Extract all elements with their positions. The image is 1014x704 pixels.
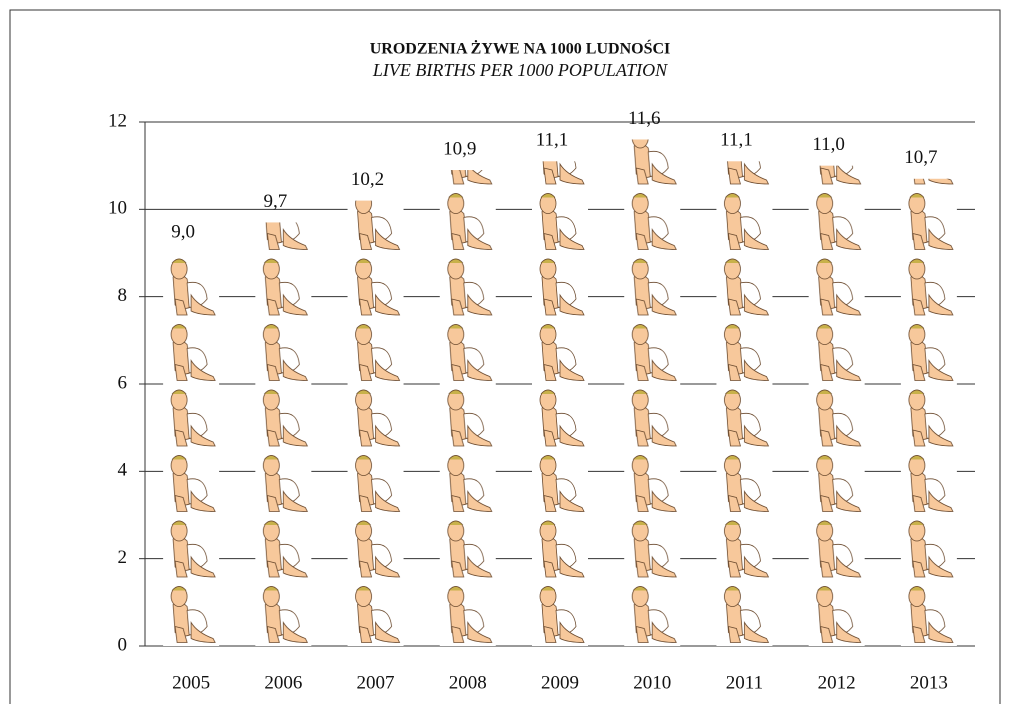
- y-tick-label: 8: [118, 285, 128, 306]
- bar: [163, 253, 220, 646]
- value-label: 11,6: [628, 108, 661, 129]
- bar: [255, 222, 312, 646]
- bar: [716, 161, 773, 647]
- y-tick-label: 2: [118, 547, 128, 568]
- chart-title: URODZENIA ŻYWE NA 1000 LUDNOŚCI: [370, 39, 671, 58]
- bar: [532, 161, 588, 647]
- value-label: 10,9: [443, 138, 476, 159]
- frame: [9, 9, 1001, 704]
- value-label: 9,0: [171, 221, 195, 242]
- x-tick-label: 2005: [172, 672, 210, 693]
- bar: [900, 178, 957, 646]
- x-tick-label: 2011: [726, 672, 763, 693]
- y-tick-label: 0: [118, 634, 128, 655]
- x-tick-label: 2007: [357, 672, 395, 693]
- y-tick-label: 10: [108, 198, 127, 219]
- bar: [808, 165, 865, 646]
- value-label: 9,7: [263, 191, 287, 212]
- x-tick-label: 2010: [633, 672, 671, 693]
- bar: [624, 139, 681, 646]
- value-label: 11,1: [720, 130, 753, 151]
- x-tick-label: 2008: [449, 672, 487, 693]
- x-tick-label: 2013: [910, 672, 948, 693]
- y-tick-label: 6: [118, 372, 128, 393]
- chart-subtitle: LIVE BIRTHS PER 1000 POPULATION: [372, 60, 668, 80]
- x-tick-label: 2012: [818, 672, 856, 693]
- y-tick-label: 4: [118, 460, 128, 481]
- bar: [347, 200, 404, 646]
- x-tick-label: 2009: [541, 672, 579, 693]
- y-tick-label: 12: [108, 110, 127, 131]
- value-label: 11,0: [812, 134, 845, 155]
- x-tick-label: 2006: [264, 672, 302, 693]
- value-label: 10,2: [351, 169, 384, 190]
- value-label: 10,7: [904, 147, 937, 168]
- value-label: 11,1: [536, 130, 569, 151]
- bar: [439, 170, 496, 647]
